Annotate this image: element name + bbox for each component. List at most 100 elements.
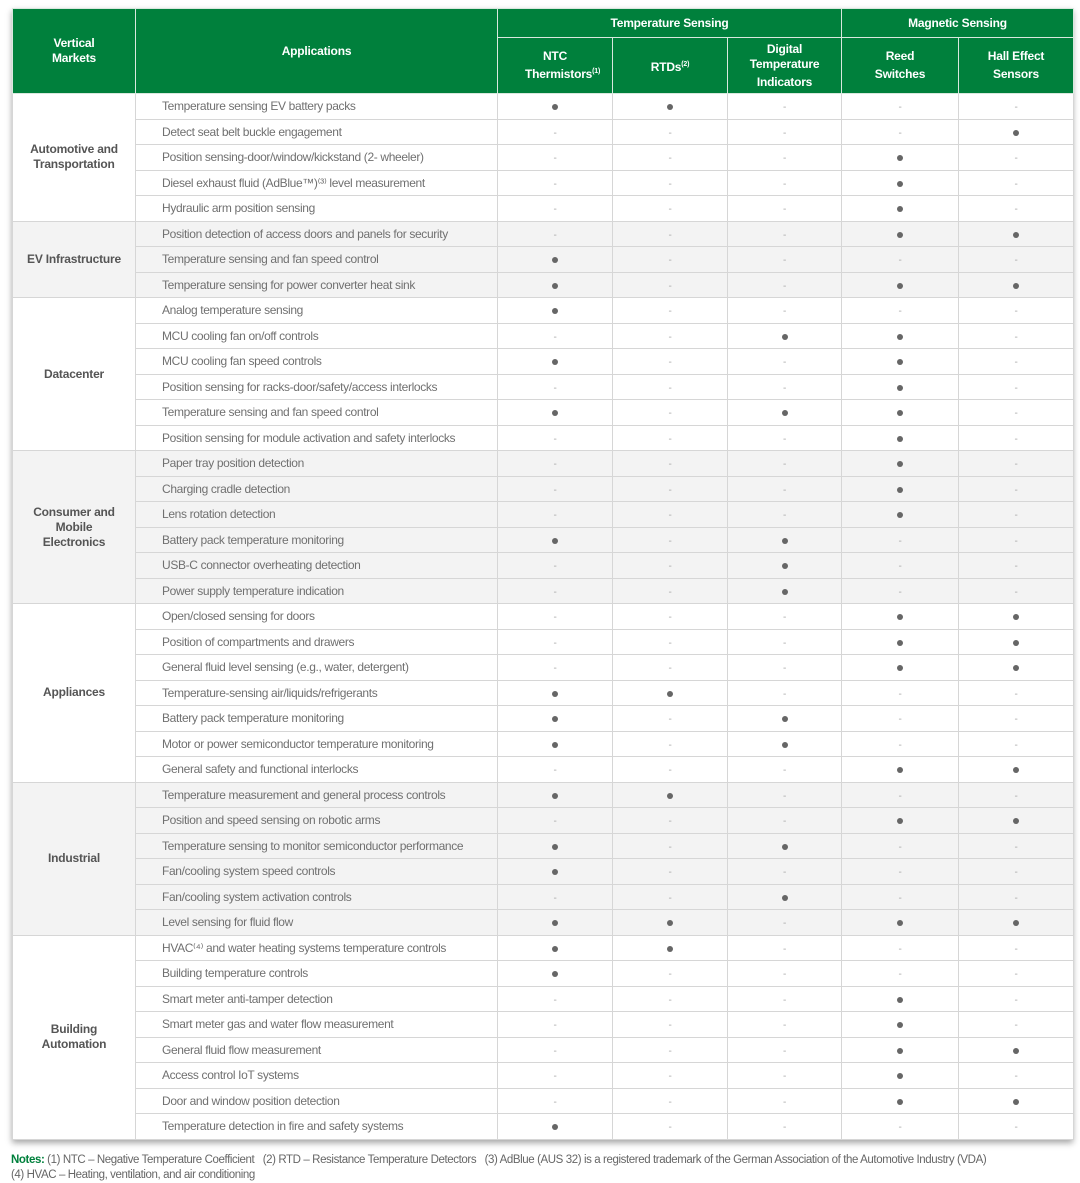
dash-mark: - <box>783 459 786 471</box>
support-cell <box>841 1062 959 1089</box>
support-cell <box>841 985 959 1012</box>
support-cell: - <box>497 1036 613 1063</box>
dash-mark: - <box>783 1122 786 1134</box>
vertical-market-name: Appliances <box>42 685 106 700</box>
table-row: Position and speed sensing on robotic ar… <box>13 807 1075 834</box>
table-row: Motor or power semiconductor temperature… <box>13 730 1075 757</box>
support-cell: - <box>612 705 728 732</box>
support-cell: - <box>957 450 1075 477</box>
support-cell <box>841 373 959 400</box>
support-cell: - <box>727 807 842 834</box>
dot-icon <box>1013 1047 1019 1054</box>
support-cell <box>841 322 959 349</box>
support-cell: - <box>612 297 728 324</box>
support-cell: - <box>612 348 728 375</box>
dash-mark: - <box>553 586 557 598</box>
support-cell <box>497 858 613 885</box>
support-cell: - <box>497 1087 613 1114</box>
dot-icon <box>897 231 903 238</box>
support-cell: - <box>497 552 613 579</box>
dash-mark: - <box>668 1045 672 1057</box>
support-cell <box>957 628 1075 655</box>
support-cell <box>841 807 959 834</box>
dash-mark: - <box>553 637 557 649</box>
support-cell: - <box>612 577 728 604</box>
dot-icon <box>781 588 788 595</box>
support-cell: - <box>841 679 959 706</box>
vertical-market-cell: Consumer and Mobile Electronics <box>12 450 136 604</box>
table-row: Position of compartments and drawers - - - <box>13 628 1075 655</box>
support-cell <box>497 526 613 553</box>
dot-icon <box>1013 231 1019 238</box>
dash-mark: - <box>553 612 557 624</box>
column-footnote-ref: (2) <box>681 60 690 68</box>
support-cell: - <box>957 169 1075 196</box>
vertical-market-name: Industrial <box>47 851 100 865</box>
support-cell: - <box>727 1113 842 1140</box>
dash-mark: - <box>1014 943 1018 955</box>
support-cell: - <box>727 450 842 477</box>
dot-icon <box>897 461 903 468</box>
table-row: Consumer and Mobile Electronics Paper tra… <box>12 450 1075 604</box>
application-cell: Battery pack temperature monitoring <box>135 705 498 732</box>
support-cell <box>497 960 613 987</box>
application-cell: MCU cooling fan on/off controls <box>135 322 498 349</box>
support-cell <box>841 271 959 298</box>
dash-mark: - <box>668 994 672 1006</box>
support-cell: - <box>612 883 728 910</box>
table-row: General safety and functional interlocks… <box>13 756 1075 783</box>
dash-mark: - <box>898 255 902 267</box>
header-column: Digital Temperature Indicators <box>727 37 842 94</box>
application-cell: Level sensing for fluid flow <box>135 909 498 936</box>
dot-icon <box>897 665 903 672</box>
support-cell: - <box>727 1062 842 1089</box>
support-cell <box>727 730 842 757</box>
dash-mark: - <box>1014 306 1018 318</box>
support-cell: - <box>957 322 1075 349</box>
dash-mark: - <box>668 382 672 394</box>
support-cell: - <box>727 501 842 528</box>
table-row: Temperature sensing and fan speed contro… <box>13 246 1075 273</box>
dot-icon <box>781 537 788 544</box>
table-row: Temperature-sensing air/liquids/refriger… <box>13 679 1075 706</box>
support-cell <box>957 909 1075 936</box>
column-label: Reed Switches <box>874 49 926 81</box>
support-cell <box>957 603 1075 630</box>
application-cell: Temperature-sensing air/liquids/refriger… <box>135 679 498 706</box>
dot-icon <box>552 308 558 315</box>
dash-mark: - <box>1014 153 1018 165</box>
dash-mark: - <box>783 357 786 369</box>
dot-icon <box>897 384 903 391</box>
support-cell: - <box>957 399 1075 426</box>
support-cell: - <box>957 195 1075 222</box>
support-cell: - <box>612 730 728 757</box>
support-cell: - <box>497 373 613 400</box>
dot-icon <box>552 537 558 544</box>
support-cell <box>841 169 959 196</box>
dash-mark: - <box>1014 382 1018 394</box>
table-row: EV Infrastructure Position detection of a… <box>12 220 1075 298</box>
table-row: Level sensing for fluid flow - <box>13 909 1075 936</box>
application-cell: Position detection of access doors and p… <box>135 220 498 247</box>
support-cell: - <box>727 348 842 375</box>
support-cell: - <box>841 93 959 120</box>
support-cell: - <box>497 628 613 655</box>
dash-mark: - <box>783 127 786 139</box>
dot-icon <box>897 333 903 340</box>
application-cell: HVAC⁽⁴⁾ and water heating systems temper… <box>135 934 498 961</box>
dash-mark: - <box>668 816 672 828</box>
support-cell <box>497 781 613 808</box>
support-cell: - <box>727 934 842 961</box>
dot-icon <box>552 359 558 366</box>
table-row: Fan/cooling system activation controls - -… <box>13 883 1075 910</box>
dash-mark: - <box>668 535 672 547</box>
support-cell: - <box>957 1011 1075 1038</box>
dash-mark: - <box>668 841 672 853</box>
support-cell <box>727 705 842 732</box>
support-cell: - <box>727 424 842 451</box>
application-cell: Charging cradle detection <box>135 475 498 502</box>
support-cell: - <box>612 832 728 859</box>
support-cell: - <box>841 1113 959 1140</box>
support-cell: - <box>727 220 842 247</box>
dash-mark: - <box>783 153 786 165</box>
